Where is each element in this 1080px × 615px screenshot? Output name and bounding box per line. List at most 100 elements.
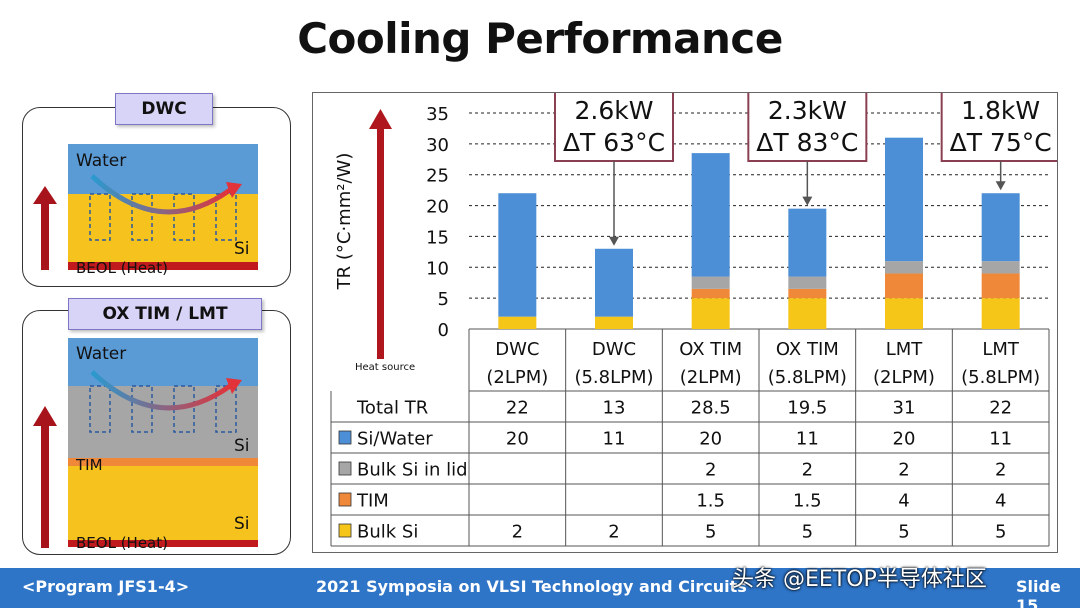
y-axis-label: TR (°C·mm²/W)	[334, 153, 355, 291]
bar-segment	[498, 316, 537, 329]
bar-segment	[981, 273, 1020, 299]
legend-swatch	[338, 492, 352, 507]
ox-flow-arrow	[90, 370, 232, 411]
table-cell: 28.5	[691, 398, 731, 419]
ox-si-top-label: Si	[234, 436, 250, 456]
callout-arrow-head	[609, 236, 619, 246]
bar-segment	[595, 248, 633, 317]
bar-segment	[595, 316, 633, 329]
table-cell: 20	[893, 429, 916, 450]
x-tick-label: DWC	[495, 339, 539, 360]
ox-heat-arrow-icon	[33, 406, 57, 548]
bar-segment	[691, 288, 730, 299]
bar-segment	[885, 298, 923, 329]
table-cell: 19.5	[787, 398, 827, 419]
table-cell: 5	[802, 522, 813, 543]
table-cell: 4	[995, 491, 1006, 512]
table-cell: 11	[989, 429, 1012, 450]
bar-segment	[788, 208, 827, 277]
bar-segment	[981, 261, 1020, 274]
x-tick-label: DWC	[592, 339, 636, 360]
dwc-heat-arrow-icon	[33, 186, 57, 270]
table-cell: 11	[603, 429, 626, 450]
callout-power: 1.8kW	[961, 96, 1040, 125]
ox-si-layer	[68, 466, 258, 540]
bar-segment	[788, 298, 827, 329]
table-cell: 2	[705, 460, 716, 481]
table-cell: 2	[995, 460, 1006, 481]
ox-si-bottom-label: Si	[234, 514, 250, 534]
footer-slide-number: Slide 15	[1016, 577, 1061, 615]
bar-segment	[885, 273, 923, 299]
x-tick-label: OX TIM	[679, 339, 742, 360]
dwc-si-label: Si	[234, 239, 250, 259]
ox-water-label: Water	[76, 344, 127, 364]
dwc-si-layer	[68, 194, 258, 262]
table-cell: 2	[512, 522, 523, 543]
dwc-beol-label: BEOL (Heat)	[76, 259, 168, 277]
y-tick-label: 15	[426, 227, 449, 248]
bar-segment	[691, 298, 730, 329]
callout-arrow-head	[995, 181, 1006, 191]
chart-frame: 0 5 10 15 20 25 30 35 TR (°C·mm²/W) Heat source DW…	[312, 92, 1058, 553]
x-tick-label: OX TIM	[776, 339, 839, 360]
bar-segment	[981, 193, 1020, 262]
x-tick-label: (2LPM)	[486, 367, 548, 388]
ox-tag: OX TIM / LMT	[68, 298, 262, 330]
y-tick-label: 25	[426, 166, 449, 187]
y-tick-label: 20	[426, 197, 449, 218]
table-row-label: Total TR	[356, 398, 428, 419]
table-cell: 5	[705, 522, 716, 543]
table-cell: 22	[989, 398, 1012, 419]
page-title: Cooling Performance	[297, 14, 783, 63]
table-cell: 11	[796, 429, 819, 450]
ox-si-lid-layer	[68, 386, 258, 458]
y-tick-label: 35	[426, 104, 449, 125]
table-row-label: TIM	[356, 491, 389, 512]
table-cell: 13	[603, 398, 626, 419]
bar-segment	[981, 298, 1020, 329]
ox-flow-arrowhead	[226, 378, 242, 394]
x-tick-label: (5.8LPM)	[574, 367, 653, 388]
dwc-beol-layer	[68, 262, 258, 270]
y-tick-label: 30	[426, 135, 449, 156]
table-cell: 5	[898, 522, 909, 543]
callout-delta-t: ΔT 63°C	[563, 128, 665, 157]
ox-channels	[89, 385, 237, 433]
legend-swatch	[338, 461, 352, 476]
x-tick-label: LMT	[886, 339, 924, 360]
x-tick-label: (2LPM)	[680, 367, 742, 388]
bar-segment	[885, 137, 923, 262]
table-cell: 1.5	[793, 491, 822, 512]
x-tick-label: LMT	[982, 339, 1020, 360]
callout-arrow-head	[802, 196, 813, 206]
callout-power: 2.3kW	[768, 96, 847, 125]
callout-delta-t: ΔT 75°C	[950, 128, 1052, 157]
table-cell: 4	[898, 491, 909, 512]
bar-segment	[788, 276, 827, 289]
dwc-flow-arrow	[90, 174, 232, 215]
table-row-label: Bulk Si in lid	[357, 460, 468, 481]
table-cell: 20	[699, 429, 722, 450]
ox-beol-label: BEOL (Heat)	[76, 534, 168, 552]
table-cell: 2	[608, 522, 619, 543]
heat-source-label: Heat source	[355, 362, 415, 373]
callout-box	[554, 93, 674, 162]
legend-swatch	[338, 430, 352, 445]
footer-program: <Program JFS1-4>	[22, 577, 190, 596]
table-cell: 2	[898, 460, 909, 481]
table-cell: 22	[506, 398, 529, 419]
table-row-label: Bulk Si	[357, 522, 418, 543]
x-tick-label: (5.8LPM)	[961, 367, 1040, 388]
bar-segment	[498, 193, 537, 317]
footer-bar: <Program JFS1-4> 2021 Symposia on VLSI T…	[0, 568, 1080, 615]
bar-segment	[691, 153, 730, 277]
footer-conference: 2021 Symposia on VLSI Technology and Cir…	[316, 577, 747, 596]
x-tick-label: (5.8LPM)	[768, 367, 847, 388]
y-tick-label: 10	[426, 258, 449, 279]
dwc-channels	[89, 193, 237, 241]
y-tick-label: 5	[438, 289, 449, 310]
callout-delta-t: ΔT 83°C	[756, 128, 858, 157]
table-cell: 5	[995, 522, 1006, 543]
